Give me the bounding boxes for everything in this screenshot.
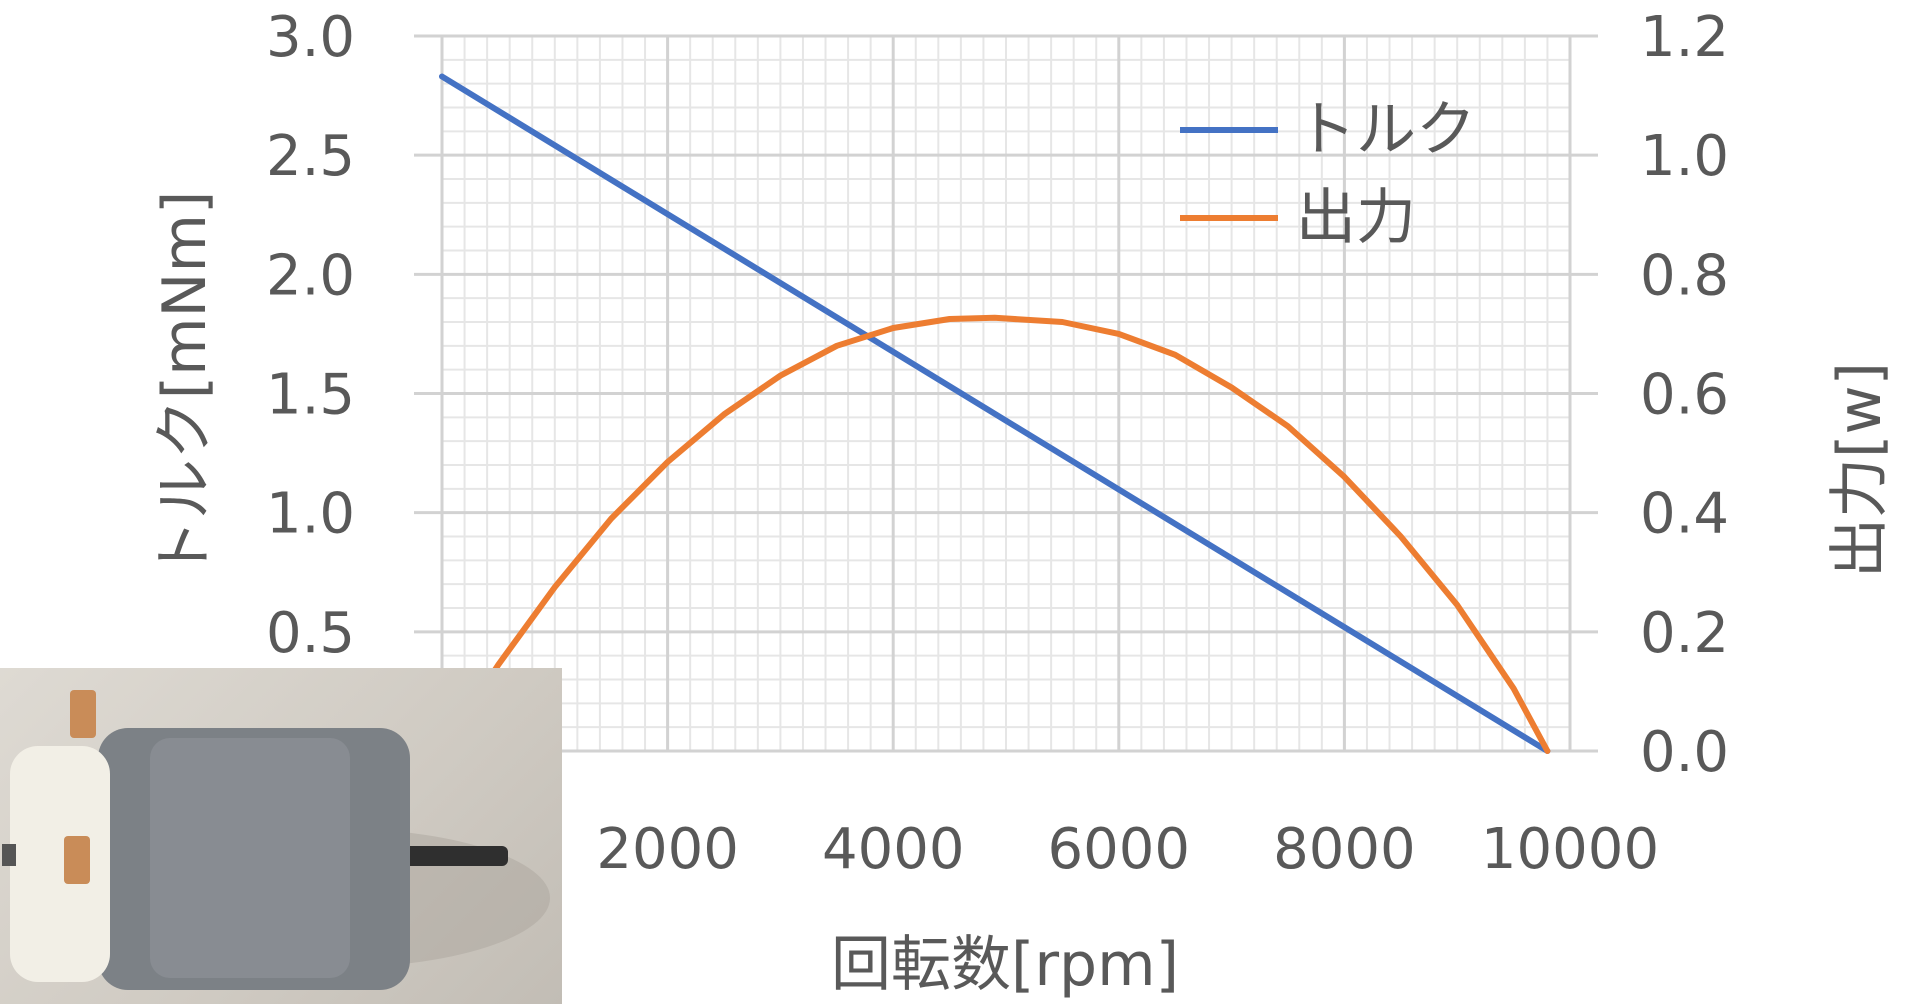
left-axis-tick-label: 2.5 — [266, 124, 355, 189]
x-axis-tick-label: 2000 — [596, 817, 739, 882]
right-axis-tick-label: 1.0 — [1640, 124, 1729, 189]
dc-motor-photo — [0, 668, 562, 1004]
x-axis-tick-label: 4000 — [822, 817, 965, 882]
right-axis-title: 出力[w] — [1825, 362, 1895, 578]
right-axis-tick-label: 0.2 — [1640, 601, 1729, 666]
legend-label-torque: トルク — [1296, 95, 1476, 165]
motor-endcap — [10, 746, 110, 982]
series-layer — [439, 73, 1551, 754]
x-axis-title: 回転数[rpm] — [831, 930, 1179, 1000]
motor-bushing — [2, 844, 16, 866]
legend-label-output: 出力 — [1296, 183, 1416, 253]
right-axis-tick-label: 0.6 — [1640, 363, 1729, 428]
right-axis-tick-label: 0.4 — [1640, 482, 1729, 547]
right-axis-tick-label: 0.0 — [1640, 720, 1729, 785]
right-axis-tick-labels: 0.0 0.2 0.4 0.6 0.8 1.0 1.2 — [1640, 5, 1729, 785]
series-line-torque — [439, 73, 1551, 754]
x-axis-tick-label: 10000 — [1481, 817, 1659, 882]
right-axis-tick-label: 0.8 — [1640, 243, 1729, 308]
left-axis-tick-label: 1.0 — [266, 482, 355, 547]
right-axis-tick-label: 1.2 — [1640, 5, 1729, 70]
left-axis-tick-label: 3.0 — [266, 5, 355, 70]
left-axis-tick-label: 1.5 — [266, 363, 355, 428]
major-gridlines — [414, 34, 1598, 753]
motor-terminal-bottom — [64, 836, 90, 884]
left-axis-tick-label: 2.0 — [266, 243, 355, 308]
motor-shaft — [398, 846, 508, 866]
x-axis-tick-label: 6000 — [1048, 817, 1191, 882]
x-axis-tick-label: 8000 — [1273, 817, 1416, 882]
motor-terminal-top — [70, 690, 96, 738]
motor-can-highlight — [150, 738, 350, 978]
left-axis-title: トルク[mNm] — [150, 191, 220, 580]
legend: トルク 出力 — [1180, 95, 1476, 253]
series-line-output — [439, 314, 1551, 754]
x-axis-tick-labels: 2000 4000 6000 8000 10000 — [596, 817, 1659, 882]
left-axis-tick-labels: 0.5 1.0 1.5 2.0 2.5 3.0 — [266, 5, 355, 666]
left-axis-tick-label: 0.5 — [266, 601, 355, 666]
